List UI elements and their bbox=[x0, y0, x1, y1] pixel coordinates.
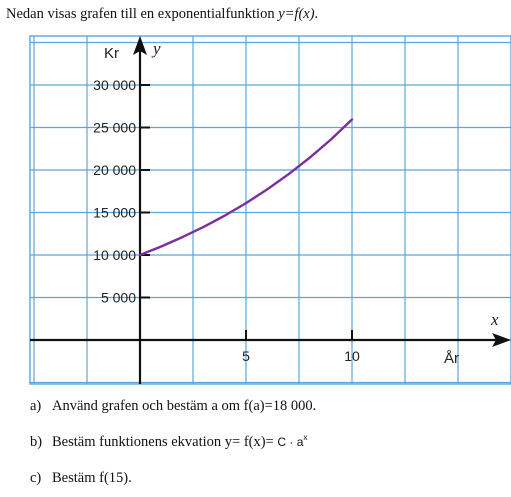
question-b-text: Bestäm funktionens ekvation y= f(x)= bbox=[52, 433, 278, 450]
question-c-label: c) bbox=[30, 470, 42, 486]
y-axis-label: Kr bbox=[104, 45, 119, 62]
question-a: a) Använd grafen och bestäm a om f(a)=18 … bbox=[30, 398, 316, 415]
question-b-exponent: x bbox=[303, 433, 308, 442]
question-b-formula: C · a bbox=[277, 434, 304, 449]
y-tick-label: 10 000 bbox=[93, 247, 136, 263]
y-tick-labels: 5 000 10 000 15 000 20 000 25 000 30 000 bbox=[93, 77, 150, 306]
x-tick-label: 10 bbox=[344, 348, 360, 364]
exponential-curve bbox=[138, 118, 354, 257]
intro-text: Nedan visas grafen till en exponentialfu… bbox=[6, 6, 318, 23]
x-axis-variable: x bbox=[490, 310, 499, 329]
function-notation: y=f(x) bbox=[278, 6, 315, 22]
question-b: b) Bestäm funktionens ekvation y= f(x)= C… bbox=[30, 433, 307, 451]
question-c-text: Bestäm f(15). bbox=[52, 470, 132, 486]
intro-period: . bbox=[314, 6, 319, 22]
axes bbox=[30, 36, 511, 384]
x-axis-label: År bbox=[444, 350, 459, 367]
question-a-text: Använd grafen och bestäm a om f(a)=18 00… bbox=[52, 398, 317, 414]
y-axis-arrow bbox=[133, 36, 147, 55]
y-tick-label: 15 000 bbox=[93, 205, 136, 221]
x-tick-label: 5 bbox=[242, 348, 250, 364]
question-a-label: a) bbox=[30, 398, 42, 414]
grid bbox=[29, 35, 511, 385]
exponential-chart: 5 000 10 000 15 000 20 000 25 000 30 000 5 10 … bbox=[29, 35, 511, 385]
y-tick-label: 5 000 bbox=[101, 290, 136, 306]
y-tick-label: 30 000 bbox=[93, 77, 136, 93]
question-c: c) Bestäm f(15). bbox=[30, 470, 132, 487]
intro-sentence: Nedan visas grafen till en exponentialfu… bbox=[6, 6, 279, 22]
series-group bbox=[138, 118, 354, 257]
grid-border bbox=[29, 35, 511, 385]
y-axis-variable: y bbox=[151, 39, 161, 58]
question-b-label: b) bbox=[30, 433, 43, 450]
x-axis-arrow bbox=[492, 333, 511, 347]
x-tick-labels: 5 10 bbox=[242, 330, 360, 364]
y-tick-label: 25 000 bbox=[93, 120, 136, 136]
y-tick-label: 20 000 bbox=[93, 162, 136, 178]
